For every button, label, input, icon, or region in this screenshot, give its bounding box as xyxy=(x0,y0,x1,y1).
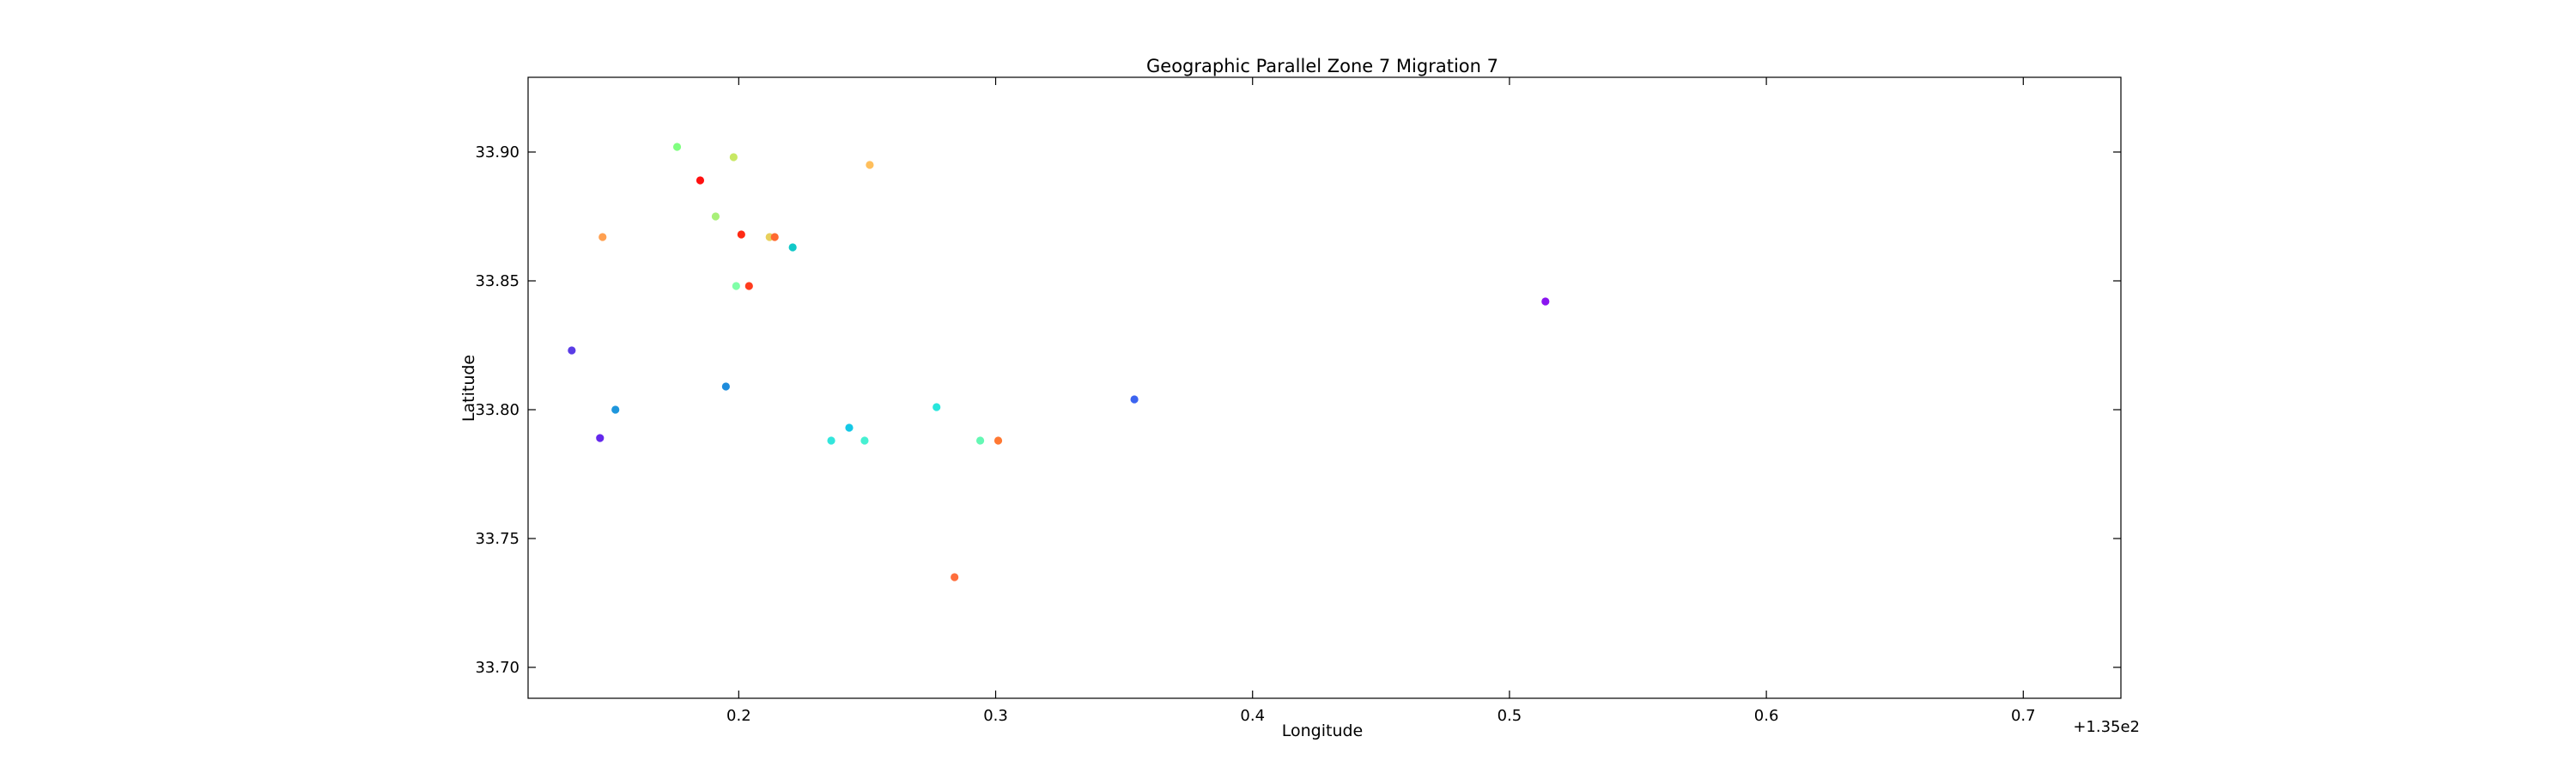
scatter-point xyxy=(951,573,959,581)
scatter-point xyxy=(744,282,753,290)
scatter-point xyxy=(770,233,779,241)
scatter-point xyxy=(1130,395,1139,404)
y-axis: 33.70 33.75 33.80 33.85 33.90 xyxy=(475,143,2121,677)
scatter-point xyxy=(827,436,835,445)
scatter-point xyxy=(1541,297,1550,306)
scatter-point xyxy=(788,243,797,252)
scatter-point xyxy=(975,436,985,445)
x-tick-label: 0.6 xyxy=(1754,707,1779,725)
scatter-point xyxy=(933,403,941,411)
x-tick-label: 0.3 xyxy=(983,707,1008,725)
y-tick-label: 33.75 xyxy=(475,530,519,548)
x-tick-label: 0.2 xyxy=(726,707,751,725)
scatter-point xyxy=(737,230,745,239)
y-tick-label: 33.80 xyxy=(475,401,519,419)
y-axis-label: Latitude xyxy=(459,355,478,422)
scatter-point xyxy=(696,176,705,185)
scatter-point xyxy=(598,233,607,241)
x-offset-label: +1.35e2 xyxy=(2073,718,2140,736)
x-tick-label: 0.7 xyxy=(2011,707,2036,725)
scatter-point xyxy=(732,282,740,290)
y-tick-label: 33.85 xyxy=(475,272,519,290)
x-tick-label: 0.4 xyxy=(1240,707,1265,725)
plot-area xyxy=(527,76,2122,699)
scatter-point xyxy=(845,423,854,432)
x-axis-label: Longitude xyxy=(1282,721,1364,740)
scatter-point xyxy=(672,143,682,151)
scatter-point xyxy=(729,153,738,161)
x-axis: 0.2 0.3 0.4 0.5 0.6 0.7 xyxy=(726,77,2036,725)
data-points xyxy=(568,143,1550,581)
y-tick-label: 33.90 xyxy=(475,143,519,161)
chart-title: Geographic Parallel Zone 7 Migration 7 xyxy=(1146,56,1498,76)
scatter-point xyxy=(611,405,620,414)
scatter-point xyxy=(596,434,605,442)
scatter-point xyxy=(568,346,576,355)
y-tick-label: 33.70 xyxy=(475,659,519,677)
scatter-point xyxy=(721,382,730,391)
scatter-point xyxy=(866,161,874,169)
scatter-point xyxy=(860,436,869,445)
scatter-point xyxy=(993,436,1003,445)
scatter-point xyxy=(711,212,720,221)
x-tick-label: 0.5 xyxy=(1498,707,1522,725)
